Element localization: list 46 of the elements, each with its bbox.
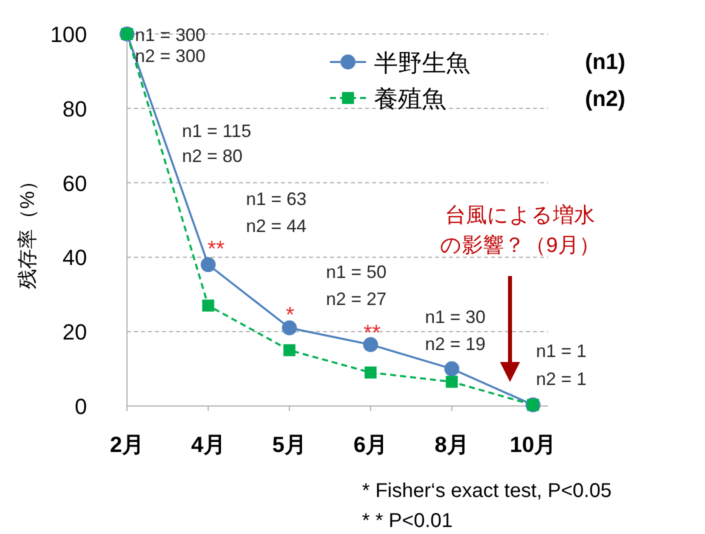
legend: 半野生魚 [330,50,470,77]
x-tick-label: 4月 [191,432,226,457]
y-tick-label: 100 [50,22,87,47]
text: * * P<0.01 [362,510,453,532]
y-tick-label: 60 [62,170,87,196]
y-axis-title: 残存率（%） [17,171,39,289]
point [364,366,377,379]
y-tick-label: 20 [62,320,87,345]
text: * Fisher‘s exact test, P<0.05 [362,480,612,502]
x-tick-label: 6月 [353,432,388,457]
annotation: n2 = 44 [246,216,307,236]
annotation: ** [363,320,381,345]
x-tick-label: 10月 [510,432,556,457]
annotation: n1 = 1 [536,341,587,361]
point [282,320,297,336]
annotation: n2 = 1 [536,369,587,389]
y-tick-label: 80 [62,96,87,122]
annotation: n2 = 27 [326,289,387,309]
annotation: n1 = 63 [246,189,307,209]
y-tick-label: 40 [62,245,87,270]
legend-label: 養殖魚 [374,86,446,113]
annotation: n1 = 115 [182,121,252,141]
point [202,300,214,312]
legend: 養殖魚 [330,86,446,113]
point [283,344,296,356]
x-tick-label: 5月 [272,432,307,457]
text: (n2) [585,86,626,111]
annotation: n1 = 50 [326,262,387,282]
annotation: ** [207,236,225,261]
annotation: の影響？（9月） [440,234,600,257]
point [446,376,458,388]
annotation: n2 = 19 [425,334,486,354]
legend-label: 半野生魚 [374,50,470,77]
annotation: n1 = 30 [425,307,486,327]
x-tick-label: 2月 [110,432,144,457]
point [444,361,460,376]
point [363,337,378,352]
annotation: n2 = 80 [182,146,243,166]
y-tick-label: 0 [74,394,87,419]
annotation: n2 = 300 [135,46,206,66]
annotation: 台風による増水 [445,203,595,227]
text: (n1) [585,49,626,74]
annotation: * [286,302,295,327]
point [200,257,216,272]
annotation: n1 = 300 [135,25,206,45]
x-tick-label: 8月 [434,432,469,457]
